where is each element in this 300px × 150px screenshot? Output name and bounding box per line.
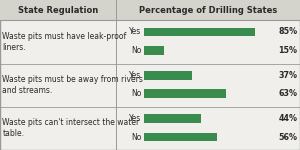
Text: No: No <box>131 133 142 142</box>
Text: Waste pits must have leak-proof
liners.: Waste pits must have leak-proof liners. <box>2 32 127 52</box>
Text: No: No <box>131 89 142 98</box>
Text: Yes: Yes <box>129 71 142 80</box>
Bar <box>144 28 255 36</box>
Text: 37%: 37% <box>279 71 298 80</box>
Text: State Regulation: State Regulation <box>18 6 98 15</box>
Text: 56%: 56% <box>279 133 298 142</box>
Text: 15%: 15% <box>279 46 298 55</box>
Text: Waste pits can't intersect the water
table.: Waste pits can't intersect the water tab… <box>2 118 140 138</box>
Bar <box>144 71 192 80</box>
Text: Percentage of Drilling States: Percentage of Drilling States <box>139 6 277 15</box>
Text: No: No <box>131 46 142 55</box>
Text: 85%: 85% <box>279 27 298 36</box>
Bar <box>144 89 226 98</box>
Text: 63%: 63% <box>279 89 298 98</box>
Bar <box>144 46 164 55</box>
Bar <box>0 0 300 20</box>
Text: Yes: Yes <box>129 27 142 36</box>
Text: Waste pits must be away from rivers
and streams.: Waste pits must be away from rivers and … <box>2 75 143 95</box>
Text: 44%: 44% <box>279 114 298 123</box>
Bar <box>144 114 201 123</box>
Text: Yes: Yes <box>129 114 142 123</box>
Bar <box>144 133 217 141</box>
